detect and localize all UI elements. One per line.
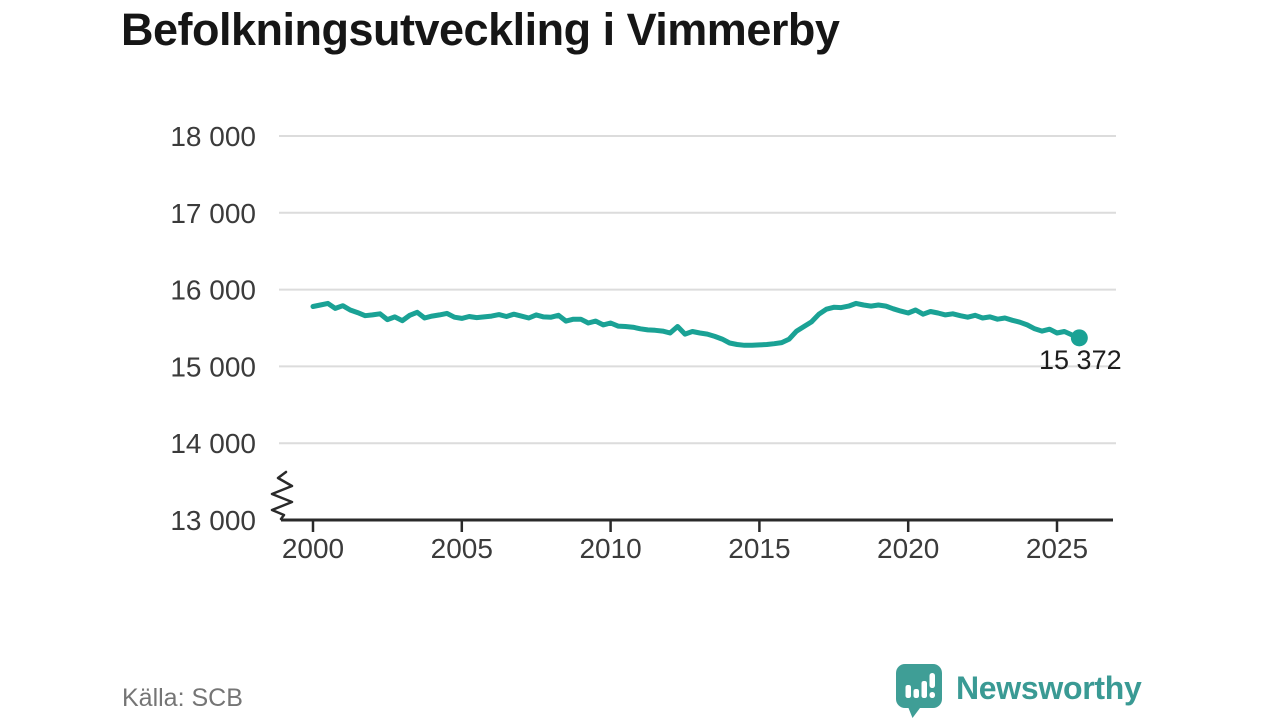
x-tick-label: 2000	[282, 533, 344, 564]
y-tick-label: 17 000	[170, 198, 256, 229]
population-line	[310, 300, 1082, 348]
x-tick-label: 2005	[431, 533, 493, 564]
y-tick-label: 16 000	[170, 275, 256, 306]
latest-value-label: 15 372	[1039, 345, 1122, 375]
newsworthy-speech-bubble-bar-chart-icon	[896, 664, 942, 718]
chart-title: Befolkningsutveckling i Vimmerby	[121, 4, 840, 55]
latest-point-marker	[1070, 329, 1088, 347]
source-note: Källa: SCB	[122, 684, 243, 712]
x-tick-label: 2015	[728, 533, 790, 564]
x-tick-label: 2020	[877, 533, 939, 564]
y-tick-label: 13 000	[170, 505, 256, 536]
newsworthy-branding: Newsworthy	[896, 664, 1142, 718]
newsworthy-wordmark: Newsworthy	[956, 670, 1142, 706]
y-tick-label: 18 000	[170, 121, 256, 152]
axis-break-icon	[270, 470, 294, 521]
y-tick-label: 15 000	[170, 351, 256, 382]
y-tick-label: 14 000	[170, 428, 256, 459]
x-tick-label: 2025	[1026, 533, 1088, 564]
x-tick-label: 2010	[579, 533, 641, 564]
